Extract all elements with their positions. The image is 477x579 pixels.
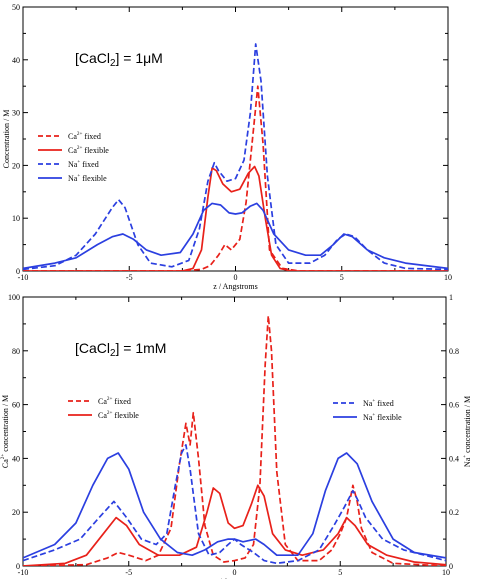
x-axis-label: z / Angstrom <box>214 577 256 579</box>
legend-label: Ca2+ flexible <box>68 145 109 155</box>
x-tick-label: -5 <box>126 273 133 282</box>
y-axis-label-right: Na+ concentration / M <box>462 396 472 467</box>
plot-frame <box>22 296 447 567</box>
legend-label: Na+ flexible <box>363 412 402 422</box>
x-tick-label: 10 <box>444 273 452 282</box>
y-right-tick-label: 1 <box>449 293 453 302</box>
legend-right: Na+ fixed Na+ flexible <box>333 398 402 422</box>
y-tick-label: 0 <box>16 562 20 571</box>
x-tick-label: -5 <box>125 568 132 577</box>
series-line-blue-solid <box>23 202 448 270</box>
series-line-red-dashed <box>23 314 446 566</box>
y-tick-label: 0 <box>16 267 20 276</box>
y-tick-label: 20 <box>12 508 20 517</box>
y-tick-label: 40 <box>12 56 20 65</box>
y-tick-label: 30 <box>12 109 20 118</box>
x-tick-label: 5 <box>338 568 342 577</box>
y-tick-label: 100 <box>8 293 20 302</box>
x-tick-label: 5 <box>340 273 344 282</box>
y-tick-label: 50 <box>12 3 20 12</box>
y-axis-label-left: Ca2+ concentration / M <box>0 395 10 468</box>
legend-label: Na+ fixed <box>68 159 99 169</box>
data-lines <box>23 43 448 271</box>
series-line-red-solid <box>23 484 446 566</box>
x-tick-label: -10 <box>18 273 29 282</box>
y-right-tick-label: 0.2 <box>449 508 459 517</box>
legend-label: Na+ fixed <box>363 398 394 408</box>
series-line-red-dashed <box>23 85 448 271</box>
concentration-annotation: [CaCl2] = 1mM <box>75 340 166 359</box>
legend-label: Na+ flexible <box>68 173 107 183</box>
x-tick-label: -10 <box>18 568 29 577</box>
x-tick-label: 0 <box>233 568 237 577</box>
legend-left: Ca2+ fixed Ca2+ flexible <box>68 396 139 420</box>
x-tick-label: 10 <box>442 568 450 577</box>
concentration-annotation: [CaCl2] = 1μM <box>75 50 163 69</box>
series-line-blue-dashed <box>23 444 446 565</box>
series-line-blue-dashed <box>23 43 448 271</box>
x-axis-label: z / Angstroms <box>213 282 257 291</box>
series-line-blue-solid <box>23 452 446 559</box>
legend-label: Ca2+ fixed <box>68 131 101 141</box>
y-tick-label: 80 <box>12 347 20 356</box>
y-right-tick-label: 0 <box>449 562 453 571</box>
y-right-tick-label: 0.4 <box>449 454 459 463</box>
legend-label: Ca2+ flexible <box>98 410 139 420</box>
y-tick-label: 10 <box>12 214 20 223</box>
y-right-tick-label: 0.6 <box>449 401 459 410</box>
legend-label: Ca2+ fixed <box>98 396 131 406</box>
y-axis-label: Concentration / M <box>2 110 11 169</box>
chart-panel-1: -10 -5 0 5 10 0 10 20 30 40 50 z / Angstroms Concent… <box>2 3 452 291</box>
x-tick-label: 0 <box>234 273 238 282</box>
series-line-red-solid <box>23 165 448 271</box>
y-tick-label: 60 <box>12 401 20 410</box>
y-tick-label: 40 <box>12 454 20 463</box>
y-right-tick-label: 0.8 <box>449 347 459 356</box>
legend: Ca2+ fixed Ca2+ flexible Na+ fixed Na+ flex… <box>38 131 109 183</box>
y-tick-label: 20 <box>12 161 20 170</box>
data-lines <box>23 314 446 566</box>
